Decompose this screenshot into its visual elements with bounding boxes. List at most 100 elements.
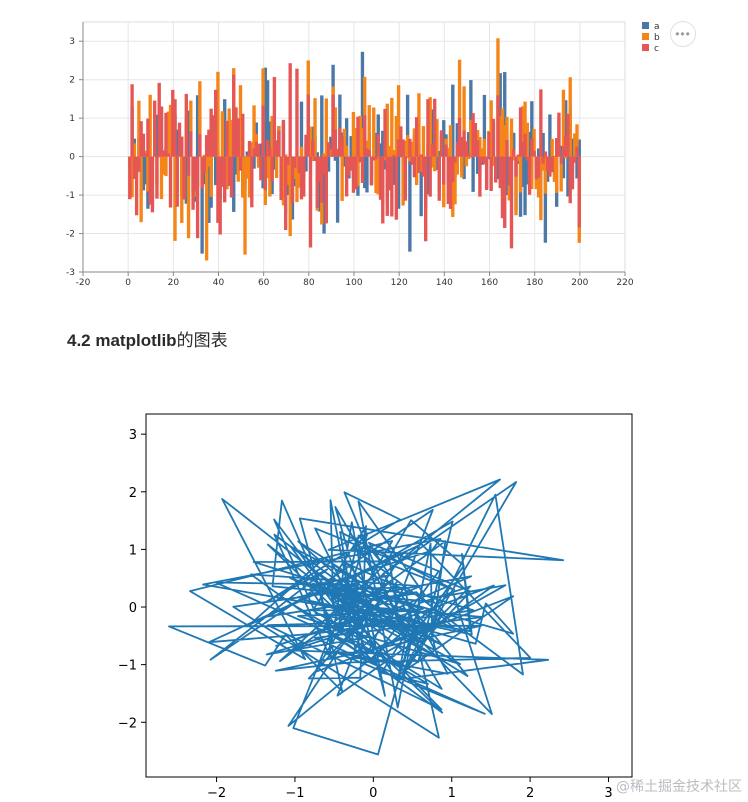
bar-c	[247, 140, 252, 157]
bar-c	[333, 129, 338, 157]
bar-b	[340, 156, 344, 201]
bar-a	[252, 156, 256, 169]
bar-c	[433, 98, 437, 157]
bar-b	[403, 140, 408, 157]
bar-c	[286, 156, 290, 165]
bar-a	[541, 132, 545, 157]
bar-c	[180, 136, 184, 157]
bar-c	[521, 141, 525, 157]
bar-a	[496, 156, 500, 179]
bar-c	[223, 156, 227, 203]
more-options-button[interactable]: •••	[670, 21, 696, 47]
bar-b	[299, 146, 304, 157]
bar-c	[204, 135, 209, 157]
bar-b	[295, 156, 299, 203]
bar-c	[500, 156, 505, 219]
bar-b	[229, 119, 234, 157]
line-chart: −2 −1 0 1 2 3 −2 −1 0 1 2 3	[118, 413, 633, 801]
y-tick-label: 3	[69, 37, 75, 47]
bar-b	[394, 116, 399, 157]
bar-c	[315, 156, 319, 208]
bar-c	[189, 131, 193, 157]
bar-c	[302, 156, 306, 197]
bar-c	[525, 156, 529, 161]
bar-b	[130, 156, 134, 198]
bar-b	[159, 156, 164, 200]
bar-c	[143, 153, 148, 157]
bar-a	[577, 139, 581, 157]
bar-c	[175, 156, 179, 207]
bar-c	[130, 84, 134, 157]
bar-c	[137, 156, 141, 172]
bar-b	[541, 156, 545, 171]
x-tick-label: 0	[369, 786, 377, 801]
bar-b	[286, 156, 290, 185]
bar-c	[518, 107, 523, 157]
bar-c	[320, 156, 324, 203]
bar-c	[232, 74, 236, 157]
bar-c	[548, 156, 552, 177]
bar-a	[512, 132, 516, 157]
bar-b	[419, 156, 423, 172]
bar-b	[430, 156, 435, 168]
watermark: @稀土掘金技术社区	[616, 779, 742, 795]
bar-c	[338, 127, 342, 157]
bar-b	[274, 156, 279, 178]
bar-c	[198, 134, 202, 157]
bar-c	[410, 156, 414, 165]
bar-b	[250, 142, 254, 157]
bar-c	[430, 143, 435, 157]
bar-c	[322, 156, 326, 174]
bar-b	[148, 94, 152, 157]
bar-c	[150, 156, 155, 213]
bar-c	[168, 156, 173, 208]
bar-c	[509, 156, 514, 249]
bar-c	[358, 156, 362, 163]
bar-c	[559, 156, 563, 164]
bar-b	[220, 111, 225, 157]
bar-a	[471, 156, 475, 192]
bar-c	[484, 156, 489, 191]
x-tick-label: 3	[604, 786, 612, 801]
bar-c	[356, 116, 360, 157]
y-tick-label: -2	[66, 230, 75, 240]
bar-b	[390, 97, 394, 157]
bar-c	[575, 146, 579, 157]
bar-a	[378, 143, 383, 157]
bar-b	[521, 106, 525, 157]
bar-a	[498, 73, 502, 157]
bar-a	[141, 156, 146, 191]
bar-b	[482, 138, 487, 157]
y-tick-label: 1	[69, 114, 75, 124]
bar-c	[225, 120, 229, 157]
legend-label-b: b	[654, 33, 660, 43]
bar-c	[405, 156, 410, 158]
bar-b	[374, 156, 378, 194]
bar-a	[326, 156, 331, 172]
x-tick-label: 1	[448, 786, 456, 801]
bar-c	[498, 156, 502, 189]
x-tick-label: 80	[303, 278, 315, 288]
y-tick-label: 2	[69, 76, 75, 86]
bar-c	[394, 156, 399, 220]
bar-a	[261, 156, 265, 189]
bar-c	[446, 156, 450, 205]
bar-c	[514, 156, 518, 177]
bar-b	[559, 156, 563, 192]
bar-b	[372, 107, 376, 157]
bar-c	[313, 156, 317, 162]
bar-a	[200, 156, 204, 254]
bar-c	[376, 134, 380, 157]
bar-c	[437, 156, 441, 201]
bar-c	[512, 148, 516, 157]
bar-c	[344, 156, 349, 197]
bar-c	[293, 156, 297, 168]
bar-c	[272, 76, 277, 157]
y-tick-label: 0	[129, 601, 137, 616]
bar-a	[561, 156, 566, 179]
bar-b	[573, 133, 577, 157]
bar-b	[139, 156, 143, 223]
bar-a	[566, 156, 570, 197]
bar-c	[268, 147, 272, 157]
bar-a	[505, 156, 509, 196]
